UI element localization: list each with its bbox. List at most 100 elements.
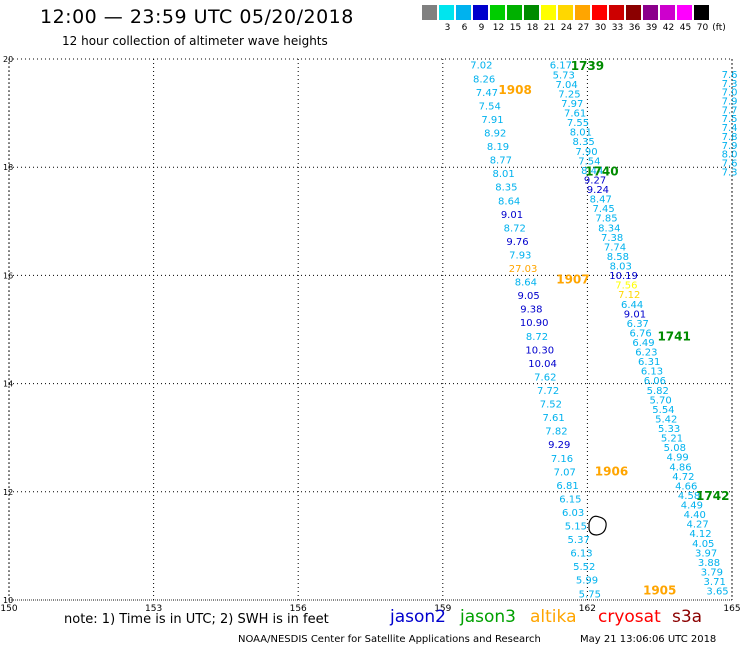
wave-height-value: 4.72 — [672, 472, 694, 483]
wave-height-value: 6.31 — [638, 357, 660, 368]
wave-height-value: 8.26 — [473, 74, 495, 85]
wave-height-value: 7.38 — [601, 233, 623, 244]
wave-height-value: 9.27 — [584, 175, 606, 186]
wave-height-value: 5.37 — [568, 535, 590, 546]
wave-height-value: 4.12 — [689, 529, 711, 540]
wave-height-value: 7.54 — [578, 156, 600, 167]
lon-tick-label: 150 — [0, 604, 17, 614]
color-scale-swatch — [473, 5, 488, 20]
wave-height-value: 7.82 — [545, 427, 567, 438]
wave-height-value: 7.93 — [509, 250, 531, 261]
wave-height-value: 3.88 — [698, 558, 720, 569]
color-scale-label: 18 — [526, 23, 539, 33]
wave-height-value: 7.12 — [618, 290, 640, 301]
pass-time-label: 1741 — [657, 329, 690, 343]
wave-height-value: 7.61 — [543, 413, 565, 424]
wave-height-value: 3.65 — [706, 587, 728, 598]
color-scale-label: 27 — [577, 23, 590, 33]
color-scale-label: 6 — [461, 23, 468, 33]
wave-height-value: 5.73 — [553, 70, 575, 81]
wave-height-value: 9.05 — [518, 291, 540, 302]
color-scale-label: 9 — [478, 23, 485, 33]
color-scale-unit: (ft) — [712, 23, 726, 33]
wave-height-value: 7.9 — [722, 141, 738, 152]
color-scale-label: 33 — [611, 23, 624, 33]
wave-height-value: 7.02 — [470, 61, 492, 72]
color-scale-swatch — [643, 5, 658, 20]
wave-height-value: 8.58 — [607, 252, 629, 263]
credit-text: NOAA/NESDIS Center for Satellite Applica… — [238, 634, 541, 645]
pass-time-label: 1739 — [571, 59, 604, 73]
color-scale-swatch — [677, 5, 692, 20]
wave-height-value: 9.24 — [587, 185, 609, 196]
wave-height-value: 7.6 — [722, 158, 738, 169]
wave-height-value: 9.01 — [501, 210, 523, 221]
wave-height-value: 8.44 — [581, 166, 603, 177]
wave-height-value: 8.01 — [570, 128, 592, 139]
wave-height-value: 6.49 — [632, 338, 654, 349]
wave-height-value: 7.74 — [604, 242, 626, 253]
wave-height-value: 7.47 — [476, 88, 498, 99]
wave-height-value: 6.44 — [621, 300, 643, 311]
wave-height-value: 4.58 — [678, 491, 700, 502]
wave-height-value: 6.81 — [556, 481, 578, 492]
wave-height-value: 7.9 — [722, 96, 738, 107]
wave-height-value: 5.99 — [576, 576, 598, 587]
wave-height-value: 9.29 — [548, 440, 570, 451]
wave-height-value: 8.35 — [573, 137, 595, 148]
wave-height-value: 7.3 — [722, 167, 738, 178]
lat-tick-label: 20 — [3, 55, 13, 64]
wave-height-value: 8.92 — [484, 129, 506, 140]
color-scale-swatch — [592, 5, 607, 20]
color-scale-swatch — [524, 5, 539, 20]
wave-height-value: 5.70 — [649, 395, 671, 406]
wave-height-value: 7.0 — [722, 88, 738, 99]
wave-height-value: 6.37 — [627, 319, 649, 330]
pass-time-label: 1908 — [498, 83, 531, 97]
wave-height-value: 7.4 — [722, 123, 738, 134]
wave-height-value: 8.72 — [526, 332, 548, 343]
wave-height-value: 5.21 — [661, 434, 683, 445]
lat-tick-label: 14 — [3, 380, 13, 389]
color-scale-label: 30 — [594, 23, 607, 33]
wave-height-value: 7.90 — [575, 147, 597, 158]
wave-height-value: 7.5 — [722, 114, 738, 125]
wave-height-value: 9.38 — [520, 305, 542, 316]
wave-height-value: 4.05 — [692, 539, 714, 550]
wave-height-value: 5.42 — [655, 414, 677, 425]
wave-height-value: 5.52 — [573, 562, 595, 573]
wave-height-value: 8.34 — [598, 223, 620, 234]
lon-tick-label: 162 — [579, 604, 596, 614]
wave-height-value: 3.97 — [695, 548, 717, 559]
lon-tick-label: 159 — [434, 604, 451, 614]
wave-height-value: 4.66 — [675, 481, 697, 492]
wave-height-value: 6.13 — [641, 367, 663, 378]
wave-height-value: 7.7 — [722, 105, 738, 116]
color-scale-label: 45 — [679, 23, 692, 33]
color-scale-swatch — [660, 5, 675, 20]
wave-height-value: 8.64 — [515, 278, 537, 289]
wave-height-value: 7.04 — [555, 80, 577, 91]
lon-tick-label: 165 — [723, 604, 740, 614]
wave-height-value: 8.47 — [590, 195, 612, 206]
wave-height-value: 7.52 — [540, 400, 562, 411]
wave-height-value: 7.61 — [564, 109, 586, 120]
wave-height-value: 10.30 — [525, 345, 554, 356]
map-subtitle: 12 hour collection of altimeter wave hei… — [62, 34, 328, 48]
wave-height-value: 6.76 — [630, 328, 652, 339]
lon-tick-label: 156 — [290, 604, 307, 614]
timestamp-text: May 21 13:06:06 UTC 2018 — [580, 634, 717, 645]
color-scale-swatch — [490, 5, 505, 20]
color-scale-label: 15 — [509, 23, 522, 33]
wave-height-value: 8.72 — [504, 223, 526, 234]
satellite-legend-jason2: jason2 — [390, 607, 446, 627]
color-scale-label: 24 — [560, 23, 573, 33]
map-frame — [8, 58, 733, 601]
wave-height-value: 7.97 — [561, 99, 583, 110]
wave-height-value: 6.03 — [562, 508, 584, 519]
wave-height-value: 4.99 — [667, 453, 689, 464]
color-scale-swatch — [541, 5, 556, 20]
wave-height-value: 8.77 — [490, 156, 512, 167]
color-scale-label: 36 — [628, 23, 641, 33]
